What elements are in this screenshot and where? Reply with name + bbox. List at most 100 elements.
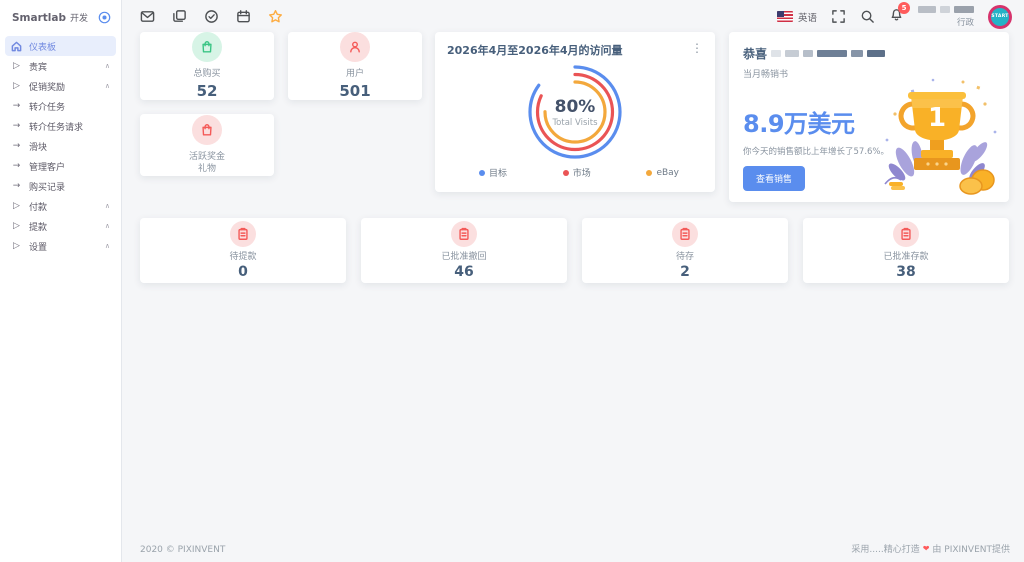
fullscreen-icon[interactable] <box>831 9 846 24</box>
legend-item-ebay[interactable]: eBay <box>646 166 679 179</box>
stat-label: 已批准撤回 <box>441 252 487 263</box>
legend-item-market[interactable]: 市场 <box>562 166 591 179</box>
chevron-icon: ∧ <box>104 202 110 210</box>
stat-label: 已批准存款 <box>883 252 929 263</box>
brand-env-label: 开发 <box>70 14 89 24</box>
heart-icon: ❤ <box>922 544 930 553</box>
svg-text:1: 1 <box>928 103 946 133</box>
icon-circle <box>893 221 919 248</box>
sidebar-item-vip[interactable]: ▷ 贵宾 ∧ <box>5 56 116 76</box>
congrats-title: 恭喜 <box>743 45 995 62</box>
footer-copyright: 2020 © PIXINVENT <box>140 545 226 555</box>
stat-label: 活跃奖金 礼物 <box>188 151 225 174</box>
chart-legend: 目标 市场 eBay <box>447 164 703 179</box>
sidebar-pin-toggle-icon[interactable] <box>98 11 111 24</box>
icon-circle <box>672 221 698 248</box>
sales-growth-text: 你今天的销售额比上年增长了57.6%。 <box>743 147 890 157</box>
bell-icon <box>891 9 902 21</box>
stat-label: 待存 <box>675 252 694 263</box>
arrow-link-icon: → <box>12 121 21 131</box>
stat-card-pending-deposits[interactable]: 待存 2 <box>582 218 788 283</box>
clipboard-icon <box>901 228 911 241</box>
stat-card-users[interactable]: 用户 501 <box>288 32 422 100</box>
search-icon[interactable] <box>860 9 875 24</box>
sidebar-item-sliders[interactable]: → 滑块 <box>5 136 116 156</box>
brand: Smartlab 开发 <box>0 0 121 32</box>
sidebar-item-manage-customers[interactable]: → 管理客户 <box>5 156 116 176</box>
sidebar-item-label: 付款 <box>29 202 48 213</box>
chevron-icon: ∧ <box>104 82 110 90</box>
stat-card-pending-withdrawals[interactable]: 待提款 0 <box>140 218 346 283</box>
chevron-icon: ∧ <box>104 62 110 70</box>
icon-circle <box>451 221 477 248</box>
visits-chart-card: 2026年4月至2026年4月的访问量 ⋮ 80% Total Visits 目… <box>435 32 715 192</box>
caret-group-icon: ▷ <box>13 81 20 91</box>
notifications-button[interactable]: 5 <box>889 2 910 26</box>
caret-group-icon: ▷ <box>13 61 20 71</box>
redacted-name <box>771 50 886 57</box>
icon-circle <box>230 221 256 248</box>
clipboard-icon <box>238 228 248 241</box>
mail-icon[interactable] <box>140 9 155 24</box>
stat-card-approved-withdrawals[interactable]: 已批准撤回 46 <box>361 218 567 283</box>
sidebar-item-purchase-records[interactable]: → 购买记录 <box>5 176 116 196</box>
sidebar-item-referral-task-requests[interactable]: → 转介任务请求 <box>5 116 116 136</box>
stat-card-approved-deposits[interactable]: 已批准存款 38 <box>803 218 1009 283</box>
caret-group-icon: ▷ <box>13 221 20 231</box>
stat-label: 待提款 <box>229 252 257 263</box>
sidebar-item-dashboard[interactable]: 仪表板 <box>5 36 116 56</box>
check-circle-icon[interactable] <box>204 9 219 24</box>
sidebar-item-promo-rewards[interactable]: ▷ 促销奖励 ∧ <box>5 76 116 96</box>
language-label: 英语 <box>797 12 817 24</box>
user-role-label: 行政 <box>956 17 974 28</box>
sidebar-item-withdrawals[interactable]: ▷ 提款 ∧ <box>5 216 116 236</box>
chevron-icon: ∧ <box>104 222 110 230</box>
sidebar-item-label: 提款 <box>29 222 48 233</box>
footer-credit: 采用.....精心打造 ❤ 由 PIXINVENT提供 <box>851 544 1010 555</box>
stat-value: 501 <box>339 81 371 100</box>
sidebar-item-referral-tasks[interactable]: → 转介任务 <box>5 96 116 116</box>
caret-group-icon: ▷ <box>13 241 20 251</box>
icon-circle <box>340 32 370 63</box>
legend-item-target[interactable]: 目标 <box>479 166 507 179</box>
sidebar-item-payments[interactable]: ▷ 付款 ∧ <box>5 196 116 216</box>
star-icon[interactable] <box>268 9 283 24</box>
legend-dot <box>562 169 569 176</box>
user-menu[interactable]: 行政 <box>918 5 974 28</box>
arrow-link-icon: → <box>12 141 21 151</box>
sidebar: Smartlab 开发 仪表板 ▷ 贵宾 ∧ ▷ 促销奖励 ∧ → 转介任务 <box>0 0 122 562</box>
sidebar-item-settings[interactable]: ▷ 设置 ∧ <box>5 236 116 256</box>
legend-dot <box>646 169 653 176</box>
redacted-username <box>918 5 974 13</box>
icon-circle <box>192 114 222 145</box>
home-icon <box>11 41 22 51</box>
sidebar-item-label: 管理客户 <box>29 162 66 173</box>
shopping-bag-icon <box>202 123 212 136</box>
sidebar-item-label: 设置 <box>29 242 48 253</box>
sidebar-item-label: 仪表板 <box>29 42 57 53</box>
sidebar-item-label: 滑块 <box>29 142 48 153</box>
sidebar-item-label: 转介任务请求 <box>29 122 84 133</box>
user-avatar[interactable]: START <box>988 4 1012 29</box>
avatar-logo: START <box>991 7 1009 26</box>
chart-title: 2026年4月至2026年4月的访问量 <box>447 44 623 57</box>
sidebar-item-label: 购买记录 <box>29 182 66 193</box>
brand-name: Smartlab <box>12 11 66 24</box>
more-vertical-icon[interactable]: ⋮ <box>691 41 703 55</box>
stat-card-total-purchases[interactable]: 总购买 52 <box>140 32 274 100</box>
clipboard-icon <box>680 228 690 241</box>
language-selector[interactable]: 英语 <box>776 10 817 24</box>
view-sales-button[interactable]: 查看销售 <box>743 166 806 191</box>
chat-copy-icon[interactable] <box>172 9 187 24</box>
us-flag-icon <box>776 11 793 22</box>
stat-value: 46 <box>454 263 474 280</box>
radial-arcs <box>528 65 622 159</box>
sidebar-nav: 仪表板 ▷ 贵宾 ∧ ▷ 促销奖励 ∧ → 转介任务 → 转介任务请求 → 滑块… <box>0 36 121 256</box>
calendar-icon[interactable] <box>236 9 251 24</box>
stat-label: 用户 <box>345 69 364 80</box>
stat-card-active-bonus-gifts[interactable]: 活跃奖金 礼物 <box>140 114 274 176</box>
congratulations-card: 恭喜 当月畅销书 8.9万美元 你今天的销售额比上年增长了57.6%。 查看销售 <box>729 32 1009 202</box>
arrow-link-icon: → <box>12 181 21 191</box>
sidebar-item-label: 贵宾 <box>29 62 48 73</box>
sidebar-item-label: 促销奖励 <box>29 82 66 93</box>
